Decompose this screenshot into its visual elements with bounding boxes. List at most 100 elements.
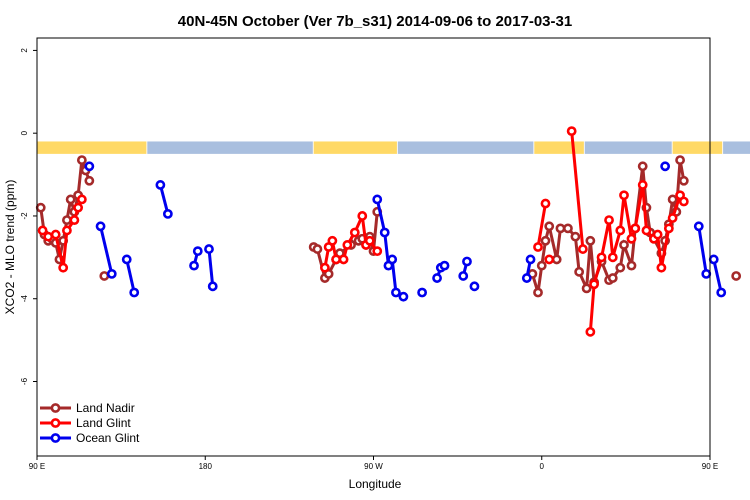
data-point [106, 269, 117, 279]
legend-label: Land Nadir [76, 401, 135, 415]
data-point [626, 260, 637, 271]
legend-item: Ocean Glint [40, 431, 140, 445]
chart-title: 40N-45N October (Ver 7b_s31) 2014-09-06 … [178, 13, 572, 30]
data-point [331, 254, 342, 265]
data-point [660, 161, 671, 172]
series-line [697, 226, 708, 275]
data-point [652, 229, 663, 240]
data-point [637, 180, 648, 190]
legend-marker [50, 418, 61, 428]
series-line [207, 248, 215, 287]
data-point [155, 180, 166, 190]
x-tick-label: 0 [540, 462, 545, 471]
data-point [129, 287, 140, 298]
data-point [84, 161, 95, 172]
y-tick-label: -2 [20, 212, 29, 220]
y-tick-label: 0 [20, 130, 29, 135]
data-point [619, 240, 629, 250]
legend-item: Land Nadir [40, 401, 135, 415]
series-line [712, 259, 723, 293]
data-point [458, 271, 469, 281]
band-land-segment [534, 141, 584, 154]
data-point [372, 246, 383, 257]
y-tick-label: 2 [20, 48, 29, 53]
data-point [596, 252, 607, 263]
data-point [50, 229, 61, 240]
data-point [619, 190, 629, 201]
legend-item: Land Glint [40, 416, 131, 430]
legend-label: Land Glint [76, 416, 131, 430]
data-point [708, 254, 719, 265]
data-point [439, 260, 450, 271]
data-point [398, 291, 409, 302]
band-sea-segment [397, 141, 534, 154]
series-ocean-glint [84, 161, 727, 302]
data-point [585, 326, 596, 337]
series-land-glint [37, 126, 689, 337]
data-point [630, 223, 641, 234]
data-point [716, 287, 727, 298]
data-point [581, 283, 592, 294]
series-line [99, 225, 114, 275]
data-point [62, 225, 72, 236]
data-point [327, 235, 338, 246]
data-point [357, 211, 368, 221]
data-point [469, 281, 480, 292]
data-point [678, 175, 689, 186]
data-point [637, 161, 648, 172]
land-sea-band [37, 141, 750, 154]
data-point [342, 240, 353, 250]
data-point [525, 254, 536, 265]
data-point [387, 254, 398, 265]
data-point [37, 225, 48, 236]
data-point [521, 273, 532, 283]
data-point [574, 266, 585, 277]
data-point [693, 221, 704, 232]
x-tick-label: 180 [199, 462, 213, 471]
data-point [555, 223, 566, 234]
data-point [533, 287, 543, 298]
band-sea-segment [584, 141, 672, 154]
data-point [58, 262, 69, 273]
band-land-segment [37, 141, 147, 154]
data-point [641, 225, 652, 236]
series-line [375, 199, 405, 298]
data-point [349, 227, 360, 238]
y-tick-label: -4 [20, 295, 29, 303]
data-point [76, 155, 87, 165]
data-point [462, 256, 472, 267]
data-point [338, 254, 349, 265]
data-point [99, 271, 110, 281]
data-point [62, 215, 72, 225]
x-tick-label: 90 E [29, 462, 45, 471]
data-point [663, 223, 674, 234]
data-point [615, 262, 626, 273]
data-point [417, 287, 428, 298]
axes: 90 E 180 90 W 0 90 E 2 0 -2 -4 -6 [20, 48, 718, 471]
data-point [667, 213, 678, 223]
data-point [544, 254, 555, 265]
legend-marker [50, 403, 61, 413]
data-point [372, 194, 383, 205]
data-point [607, 252, 618, 263]
data-point [536, 260, 547, 271]
band-land-segment [672, 141, 723, 154]
data-point [204, 244, 214, 254]
series-line [125, 259, 136, 293]
data-point [626, 233, 637, 244]
data-point [731, 271, 742, 281]
x-tick-label: 90 W [364, 462, 383, 471]
band-sea-segment [147, 141, 313, 154]
data-point [540, 235, 551, 246]
data-point [551, 254, 562, 265]
data-point [65, 194, 76, 205]
data-point [192, 246, 203, 257]
data-point [312, 244, 323, 254]
data-point [319, 262, 330, 273]
data-point [432, 273, 442, 283]
data-point [84, 175, 95, 186]
data-point [540, 198, 551, 209]
data-point [675, 155, 685, 165]
